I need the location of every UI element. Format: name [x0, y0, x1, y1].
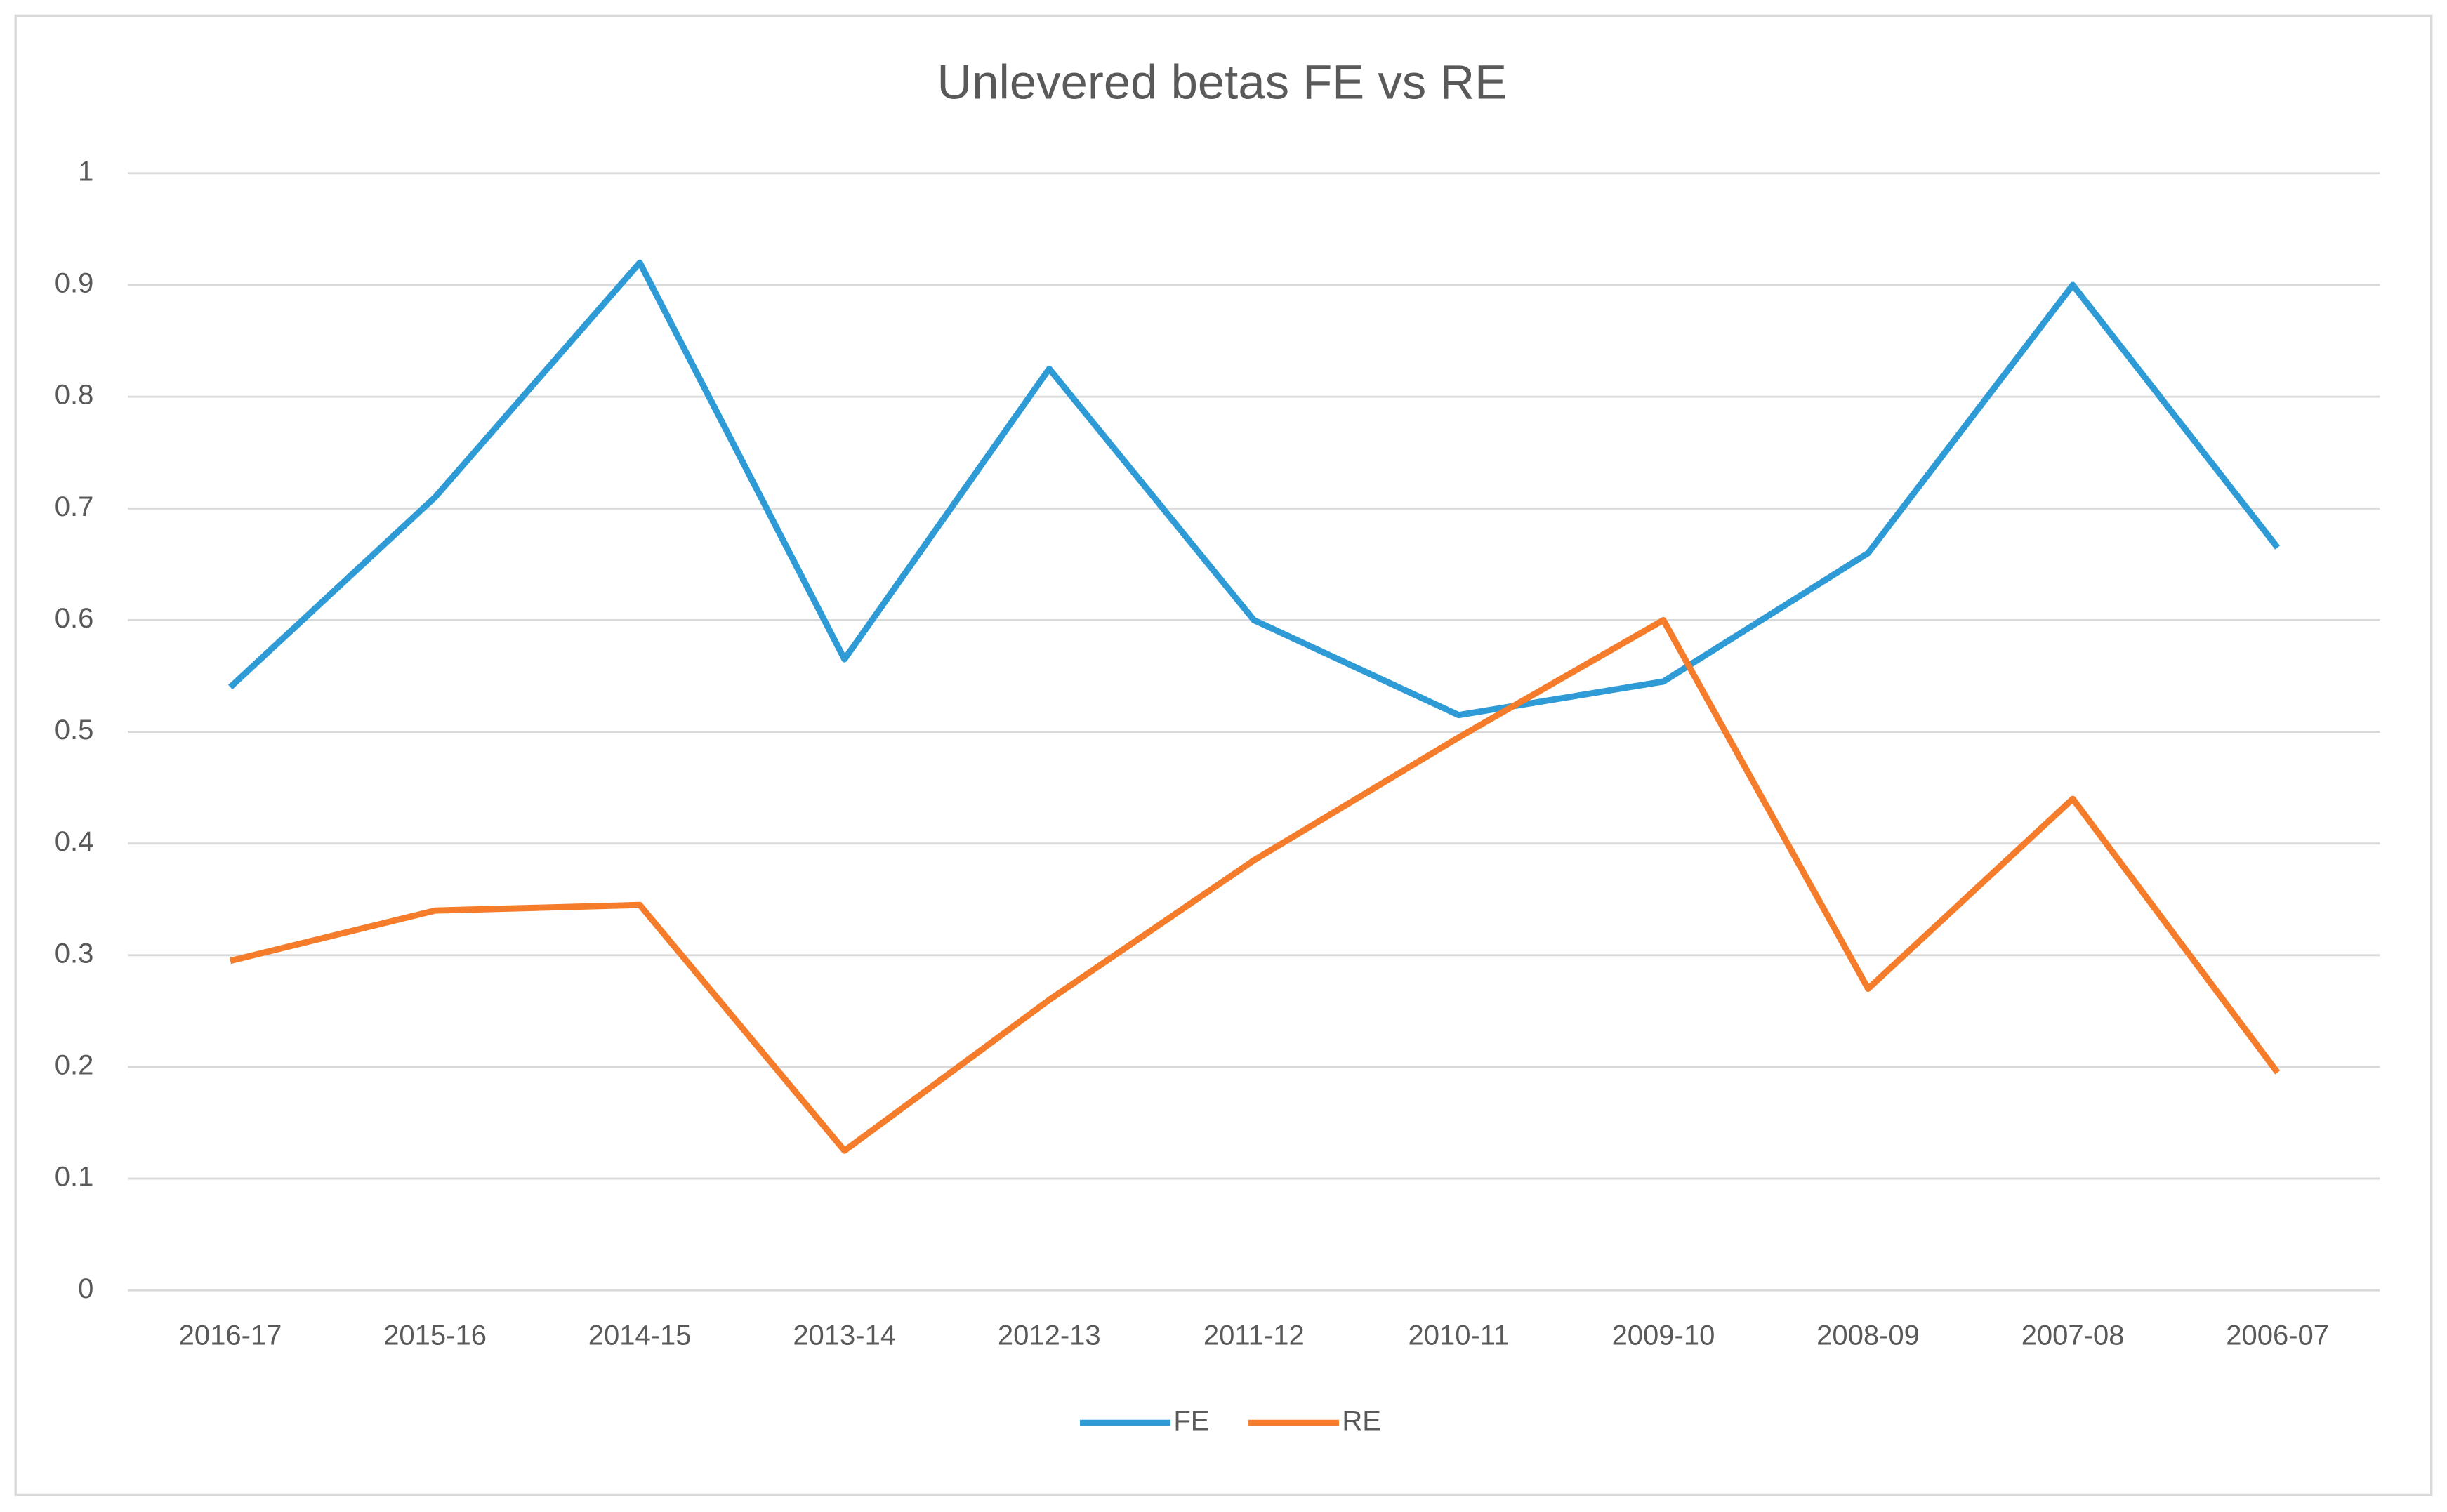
legend-label: RE [1342, 1406, 1381, 1437]
y-tick-label: 1 [78, 156, 93, 187]
x-tick-label: 2010-11 [1408, 1320, 1509, 1351]
x-tick-label: 2011-12 [1203, 1320, 1305, 1351]
legend-label: FE [1173, 1406, 1209, 1437]
chart-title: Unlevered betas FE vs RE [937, 55, 1508, 110]
y-tick-label: 0.5 [55, 715, 94, 745]
y-tick-label: 0.6 [55, 603, 94, 634]
x-tick-label: 2008-09 [1816, 1320, 1920, 1351]
chart-border [14, 14, 2433, 1497]
line-series [228, 259, 2281, 719]
line-series [229, 616, 2281, 1154]
x-tick-label: 2013-14 [793, 1320, 896, 1351]
y-tick-label: 0.4 [55, 826, 94, 857]
y-tick-label: 0.9 [55, 268, 94, 299]
y-tick-label: 0.8 [55, 380, 94, 411]
x-tick-label: 2015-16 [383, 1320, 487, 1351]
x-tick-label: 2009-10 [1612, 1320, 1715, 1351]
x-tick-label: 2012-13 [998, 1320, 1101, 1351]
y-tick-label: 0.7 [55, 491, 94, 522]
y-tick-label: 0.2 [55, 1050, 94, 1081]
x-tick-label: 2006-07 [2226, 1320, 2329, 1351]
y-tick-label: 0.3 [55, 938, 94, 969]
x-tick-label: 2016-17 [179, 1320, 282, 1351]
x-tick-label: 2007-08 [2021, 1320, 2125, 1351]
y-tick-label: 0 [78, 1273, 93, 1304]
x-tick-label: 2014-15 [588, 1320, 692, 1351]
y-tick-label: 0.1 [55, 1162, 94, 1193]
